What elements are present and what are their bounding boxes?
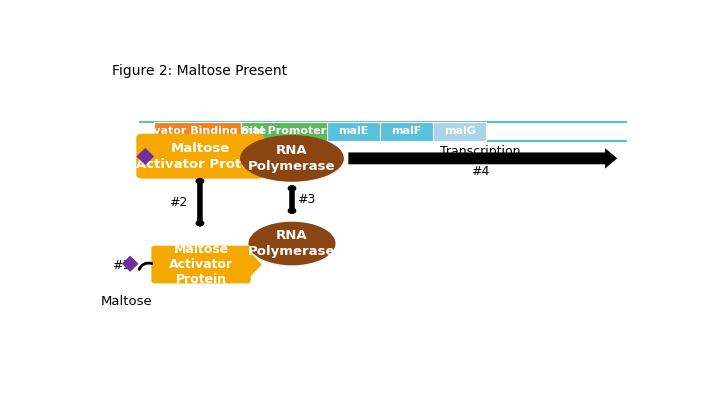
Polygon shape (246, 248, 262, 281)
Text: #2: #2 (169, 196, 187, 209)
Text: malE: malE (338, 126, 369, 136)
Bar (327, 122, 380, 141)
Text: mal Promoter: mal Promoter (241, 126, 327, 136)
Text: Maltose
Activator
Protein: Maltose Activator Protein (169, 243, 233, 286)
Text: Figure 2: Maltose Present: Figure 2: Maltose Present (112, 64, 287, 78)
FancyBboxPatch shape (151, 246, 251, 284)
Bar (240, 122, 327, 141)
Text: malG: malG (444, 126, 476, 136)
Polygon shape (136, 148, 154, 165)
Polygon shape (122, 256, 138, 272)
FancyArrowPatch shape (139, 263, 152, 269)
Ellipse shape (240, 135, 344, 182)
FancyBboxPatch shape (136, 134, 264, 179)
Bar (154, 122, 240, 141)
Bar (380, 122, 433, 141)
Text: #1: #1 (112, 259, 130, 272)
Text: RNA
Polymerase: RNA Polymerase (248, 144, 336, 173)
Text: Maltose: Maltose (100, 295, 152, 308)
FancyArrow shape (348, 148, 617, 168)
Text: Activator Binding Site: Activator Binding Site (129, 126, 266, 136)
Ellipse shape (248, 222, 336, 265)
Text: #4: #4 (472, 165, 490, 178)
Bar (433, 122, 486, 141)
Text: Transcription: Transcription (441, 145, 521, 158)
Text: #3: #3 (297, 193, 315, 206)
Text: malF: malF (392, 126, 422, 136)
Text: RNA
Polymerase: RNA Polymerase (248, 229, 336, 258)
Text: Maltose
Activator Protein: Maltose Activator Protein (136, 142, 264, 171)
